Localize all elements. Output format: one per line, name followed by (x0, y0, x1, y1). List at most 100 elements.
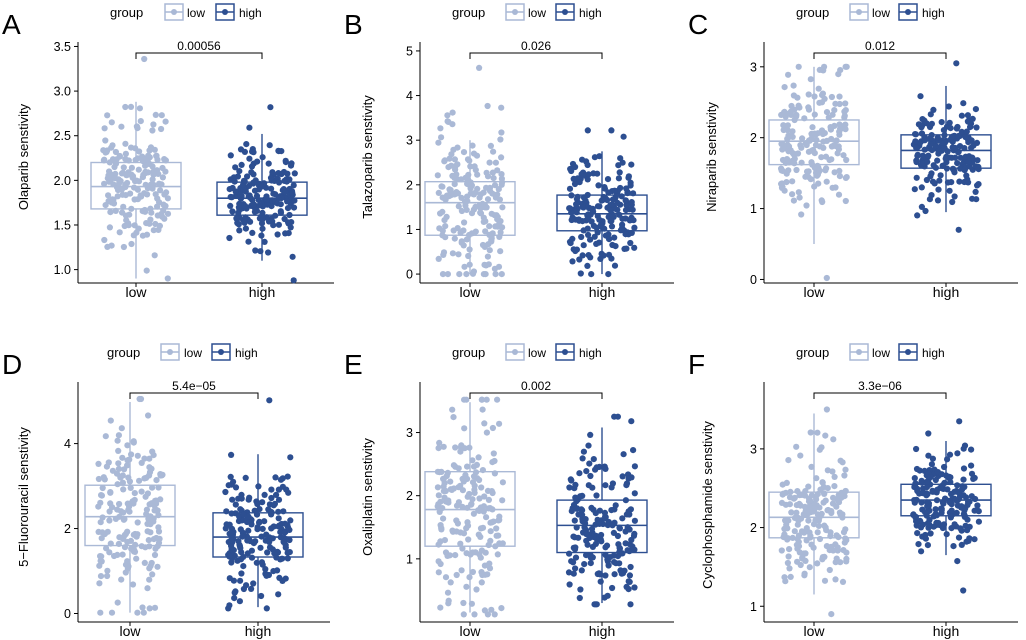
data-point (139, 208, 146, 215)
data-point (918, 130, 926, 137)
data-point (243, 582, 250, 589)
panel-label: F (688, 349, 705, 380)
data-point (829, 500, 837, 507)
data-point (490, 175, 497, 182)
data-point (127, 103, 135, 110)
data-point (449, 121, 456, 128)
data-point (114, 599, 121, 606)
data-point (449, 406, 456, 413)
data-point (463, 271, 470, 278)
data-point (253, 192, 261, 199)
data-point (585, 442, 592, 449)
data-point (122, 150, 129, 157)
data-point (607, 554, 614, 561)
data-point (596, 216, 603, 223)
data-point (245, 527, 252, 534)
data-point (616, 169, 623, 176)
data-point (490, 148, 497, 155)
data-point (485, 505, 492, 512)
plot-area: 0 2 4 (64, 382, 330, 626)
data-point (818, 154, 825, 161)
data-point (814, 491, 821, 498)
data-point (913, 445, 920, 453)
data-point (152, 111, 159, 118)
data-point (495, 263, 503, 270)
data-point (242, 188, 249, 195)
data-point (627, 182, 634, 189)
data-point (834, 544, 841, 551)
data-point (628, 161, 635, 168)
data-point (586, 534, 593, 542)
data-point (141, 475, 148, 482)
data-point (622, 197, 629, 204)
data-point (787, 133, 794, 140)
legend-title: group (796, 345, 829, 360)
data-point (830, 436, 837, 443)
data-point (155, 484, 162, 491)
y-tick-label: 2 (64, 522, 71, 536)
data-point (460, 611, 467, 618)
data-point (470, 268, 477, 275)
data-point (614, 413, 622, 420)
y-tick-label: 2 (406, 178, 413, 192)
x-tick-label-low: low (459, 284, 481, 300)
data-point (932, 510, 939, 518)
data-point (471, 611, 478, 618)
data-point (954, 558, 961, 565)
data-point (230, 478, 237, 485)
panel-label: C (688, 9, 708, 40)
data-point (238, 570, 245, 577)
data-point (268, 486, 275, 493)
data-point (816, 514, 823, 522)
data-point (227, 529, 234, 537)
data-point (147, 216, 154, 223)
data-point (275, 195, 282, 202)
data-point (606, 236, 613, 243)
data-point (602, 465, 609, 472)
data-point (938, 119, 945, 126)
data-point (154, 507, 161, 514)
data-point (837, 559, 844, 566)
data-point (146, 464, 153, 471)
points-low (95, 395, 166, 616)
data-point (620, 451, 627, 458)
data-point (924, 542, 932, 549)
data-point (956, 418, 963, 425)
legend-high-label: high (579, 6, 602, 20)
data-point (963, 172, 970, 179)
data-point (240, 511, 247, 518)
panel-c: C group low high Niraparib senstivity 0.… (688, 3, 1018, 300)
data-point (609, 196, 617, 203)
x-tick-label-high: high (245, 623, 271, 639)
data-point (585, 171, 592, 178)
data-point (842, 100, 849, 107)
data-point (466, 246, 473, 253)
data-point (484, 487, 492, 494)
data-point (487, 142, 494, 149)
data-point (120, 516, 127, 523)
data-point (241, 148, 248, 155)
data-point (927, 141, 934, 148)
data-point (144, 191, 151, 198)
data-point (133, 123, 140, 130)
data-point (151, 604, 159, 611)
data-point (624, 547, 631, 554)
data-point (814, 162, 821, 169)
data-point (950, 543, 957, 550)
data-point (120, 509, 127, 516)
data-point (823, 178, 830, 185)
data-point (836, 131, 843, 138)
data-point (147, 205, 154, 212)
data-point (95, 475, 102, 483)
data-point (808, 159, 815, 166)
data-point (832, 184, 839, 191)
data-point (266, 544, 274, 551)
data-point (816, 535, 824, 543)
data-point (576, 594, 583, 602)
data-point (778, 167, 785, 174)
data-point (137, 118, 144, 125)
data-point (286, 526, 293, 534)
data-point (806, 137, 813, 144)
data-point (797, 142, 804, 149)
data-point (823, 274, 830, 282)
